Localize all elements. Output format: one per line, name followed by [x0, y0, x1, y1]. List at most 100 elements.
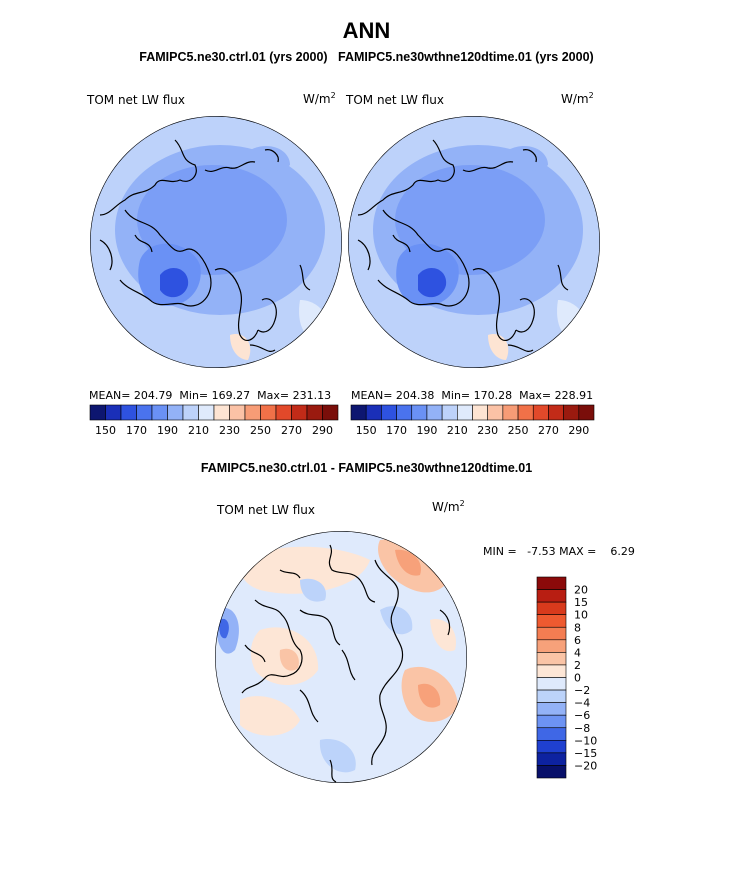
- colorbar-swatch: [306, 404, 323, 421]
- colorbar-swatch: [536, 765, 567, 779]
- colorbar-swatch: [536, 752, 567, 766]
- panel2-units: W/m2: [561, 91, 594, 106]
- colorbar-swatch: [536, 652, 567, 666]
- difference-title: FAMIPC5.ne30.ctrl.01 - FAMIPC5.ne30wthne…: [200, 461, 533, 475]
- colorbar-swatch: [426, 404, 443, 421]
- colorbar-swatch: [136, 404, 153, 421]
- colorbar-swatch: [120, 404, 137, 421]
- case-titles: FAMIPC5.ne30.ctrl.01 (yrs 2000) FAMIPC5.…: [0, 50, 733, 64]
- colorbar-swatch: [532, 404, 549, 421]
- colorbar-swatch: [151, 404, 168, 421]
- colorbar-swatch: [536, 727, 567, 741]
- colorbar-tick-label: 290: [312, 424, 333, 437]
- colorbar-tick-label: 15: [574, 596, 588, 609]
- colorbar-swatch: [536, 664, 567, 678]
- panel3-units: W/m2: [432, 499, 465, 514]
- panel1-units: W/m2: [303, 91, 336, 106]
- colorbar-tick-label: 10: [574, 609, 588, 622]
- left-case-title: FAMIPC5.ne30.ctrl.01 (yrs 2000): [139, 50, 328, 64]
- colorbar-swatch: [536, 714, 567, 729]
- map-panel-3: [215, 531, 467, 783]
- colorbar-tick-label: 150: [356, 424, 377, 437]
- colorbar-swatch: [502, 404, 519, 421]
- panel3-variable: TOM net LW flux: [217, 503, 315, 517]
- colorbar-tick-label: −20: [574, 759, 597, 772]
- colorbar-tick-label: 270: [281, 424, 302, 437]
- colorbar-tick-label: 290: [568, 424, 589, 437]
- colorbar-tick-label: 230: [477, 424, 498, 437]
- colorbar-swatch: [260, 404, 277, 421]
- colorbar-swatch: [536, 589, 567, 603]
- colorbar-swatch: [167, 404, 184, 421]
- colorbar-tick-label: 270: [538, 424, 559, 437]
- colorbar-swatch: [441, 404, 458, 421]
- colorbar-tick-label: −15: [574, 747, 597, 760]
- colorbar-swatch: [244, 404, 261, 421]
- colorbar-tick-label: −10: [574, 734, 597, 747]
- panel2-stats: MEAN= 204.38 Min= 170.28 Max= 228.91: [351, 389, 594, 402]
- colorbar-tick-label: 6: [574, 634, 581, 647]
- colorbar-swatch: [275, 404, 292, 421]
- colorbar-swatch: [182, 404, 199, 421]
- colorbar-tick-label: 230: [219, 424, 240, 437]
- right-case-title: FAMIPC5.ne30wthne120dtime.01 (yrs 2000): [338, 50, 594, 64]
- colorbar-tick-label: 250: [250, 424, 271, 437]
- panel3-minmax: MIN = -7.53 MAX = 6.29: [483, 545, 635, 558]
- colorbar-tick-label: −2: [574, 684, 590, 697]
- colorbar-tick-label: −6: [574, 709, 590, 722]
- colorbar-tick-label: 170: [386, 424, 407, 437]
- colorbar-swatch: [548, 404, 564, 421]
- colorbar-swatch: [536, 626, 567, 641]
- colorbar-tick-label: −4: [574, 697, 590, 710]
- colorbar-swatch: [105, 404, 122, 421]
- map-panel-1: [90, 116, 342, 368]
- colorbar-swatch: [536, 614, 567, 628]
- colorbar-swatch: [578, 404, 595, 421]
- colorbar-tick-label: 190: [157, 424, 178, 437]
- colorbar-swatch: [536, 601, 567, 615]
- colorbar-swatch: [396, 404, 413, 421]
- colorbar-swatch: [457, 404, 473, 421]
- colorbar-tick-label: −8: [574, 722, 590, 735]
- colorbar-swatch: [536, 677, 567, 691]
- colorbar-swatch: [517, 404, 534, 421]
- colorbar-tick-label: 4: [574, 646, 581, 659]
- colorbar-panel-2: 150 170 190 210 230 250 270 290: [350, 404, 595, 437]
- map-panel-2: [348, 116, 600, 368]
- colorbar-swatch: [411, 404, 428, 421]
- colorbar-tick-label: 250: [508, 424, 529, 437]
- colorbar-tick-label: 210: [188, 424, 209, 437]
- colorbar-swatch: [381, 404, 397, 421]
- colorbar-swatch: [198, 404, 215, 421]
- colorbar-swatch: [472, 404, 488, 421]
- colorbar-tick-label: 8: [574, 621, 581, 634]
- colorbar-tick-label: 2: [574, 659, 581, 672]
- colorbar-swatch: [322, 404, 339, 421]
- colorbar-swatch: [291, 404, 308, 421]
- colorbar-panel-1: 150 170 190 210 230 250 270 290: [89, 404, 339, 437]
- colorbar-swatch: [536, 639, 567, 653]
- colorbar-tick-label: 170: [126, 424, 147, 437]
- colorbar-swatch: [536, 689, 567, 703]
- colorbar-tick-label: 150: [95, 424, 116, 437]
- colorbar-swatch: [487, 404, 504, 421]
- colorbar-swatch: [536, 740, 567, 754]
- colorbar-swatch: [213, 404, 230, 421]
- colorbar-swatch: [536, 576, 567, 590]
- panel1-variable: TOM net LW flux: [87, 93, 185, 107]
- colorbar-tick-label: 190: [416, 424, 437, 437]
- colorbar-swatch: [536, 702, 567, 716]
- colorbar-swatch: [229, 404, 246, 421]
- colorbar-tick-label: 210: [447, 424, 468, 437]
- colorbar-swatch: [350, 404, 367, 421]
- colorbar-tick-label: 0: [574, 672, 581, 685]
- panel1-stats: MEAN= 204.79 Min= 169.27 Max= 231.13: [89, 389, 332, 402]
- colorbar-tick-label: 20: [574, 584, 588, 597]
- colorbar-swatch: [89, 404, 106, 421]
- panel2-variable: TOM net LW flux: [346, 93, 444, 107]
- page-title: ANN: [342, 18, 391, 43]
- colorbar-swatch: [563, 404, 580, 421]
- colorbar-swatch: [365, 404, 382, 421]
